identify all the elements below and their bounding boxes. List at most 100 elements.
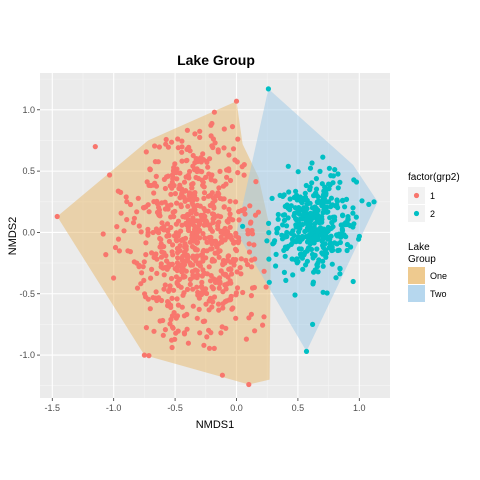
data-point <box>246 381 252 388</box>
data-point <box>295 234 301 240</box>
data-point <box>169 337 175 343</box>
data-point <box>298 253 304 260</box>
data-point <box>216 185 222 191</box>
data-point <box>200 318 206 325</box>
data-point <box>213 243 220 249</box>
data-point <box>177 182 183 188</box>
data-point <box>303 348 310 354</box>
legend-point-label-2: 2 <box>430 209 435 219</box>
data-point <box>182 198 188 204</box>
data-point <box>332 214 338 220</box>
data-point <box>179 138 185 144</box>
data-point <box>293 217 300 223</box>
data-point <box>182 213 188 220</box>
data-point <box>151 199 157 205</box>
data-point <box>149 266 155 272</box>
data-point <box>221 196 227 202</box>
data-point <box>225 166 231 172</box>
data-point <box>343 196 350 202</box>
data-point <box>175 255 181 261</box>
data-point <box>174 200 180 206</box>
data-point <box>233 199 239 205</box>
data-point <box>202 208 208 214</box>
data-point <box>284 223 290 229</box>
data-point <box>252 256 258 262</box>
data-point <box>197 128 203 134</box>
data-point <box>248 293 254 299</box>
data-point <box>325 209 331 215</box>
data-point <box>303 182 309 189</box>
data-point <box>335 171 341 177</box>
data-point <box>169 295 175 301</box>
data-point <box>236 217 242 223</box>
data-point <box>273 251 279 257</box>
data-point <box>207 278 214 284</box>
data-point <box>201 184 207 190</box>
y-tick-label: -0.5 <box>19 289 35 299</box>
data-point <box>295 169 301 175</box>
legend-points-title: factor(grp2) <box>408 172 460 183</box>
data-point <box>292 194 298 200</box>
data-point <box>327 215 333 221</box>
data-point <box>323 190 329 196</box>
data-point <box>265 86 271 92</box>
legend-factor-grp2: factor(grp2) 1 2 <box>408 172 460 222</box>
data-point <box>326 186 332 192</box>
data-point <box>332 167 338 173</box>
data-point <box>226 234 233 240</box>
data-point <box>272 238 278 244</box>
data-point <box>313 205 319 211</box>
y-axis-ticks: -1.0 -0.5 0.0 0.5 1.0 <box>19 105 40 360</box>
data-point <box>118 210 124 216</box>
data-point <box>315 198 321 204</box>
data-point <box>211 294 218 300</box>
data-point <box>159 200 165 206</box>
data-point <box>158 241 164 247</box>
data-point <box>147 306 153 312</box>
data-point <box>240 223 246 229</box>
data-point <box>158 261 164 267</box>
data-point <box>181 331 188 337</box>
series-2-points <box>240 86 377 354</box>
data-point <box>172 208 178 214</box>
data-point <box>114 224 120 230</box>
data-point <box>249 285 256 291</box>
data-point <box>282 253 288 259</box>
data-point <box>227 224 233 230</box>
data-point <box>171 310 177 316</box>
data-point <box>228 266 234 272</box>
data-point <box>224 174 230 180</box>
legend-hull-label-two: Two <box>430 289 447 299</box>
legend-point-key-2 <box>413 210 420 217</box>
legend-point-key-1 <box>413 192 420 199</box>
data-point <box>169 344 175 351</box>
data-point <box>168 275 175 282</box>
data-point <box>169 262 175 268</box>
data-point <box>199 273 205 279</box>
data-point <box>237 265 243 271</box>
data-point <box>371 199 377 205</box>
data-point <box>136 223 142 229</box>
data-point <box>175 302 181 308</box>
data-point <box>228 297 234 303</box>
data-point <box>221 126 227 132</box>
data-point <box>313 233 319 239</box>
data-point <box>209 304 215 310</box>
data-point <box>111 275 117 281</box>
data-point <box>134 209 140 215</box>
data-point <box>238 256 244 262</box>
data-point <box>334 202 340 208</box>
data-point <box>326 165 332 171</box>
data-point <box>168 202 174 208</box>
data-point <box>235 136 241 142</box>
data-point <box>206 264 212 270</box>
data-point <box>266 230 272 236</box>
data-point <box>220 289 226 295</box>
data-point <box>185 340 191 346</box>
data-point <box>180 194 187 200</box>
data-point <box>171 182 177 189</box>
data-point <box>127 201 134 208</box>
data-point <box>151 190 157 196</box>
data-point <box>183 188 189 194</box>
data-point <box>161 250 167 256</box>
